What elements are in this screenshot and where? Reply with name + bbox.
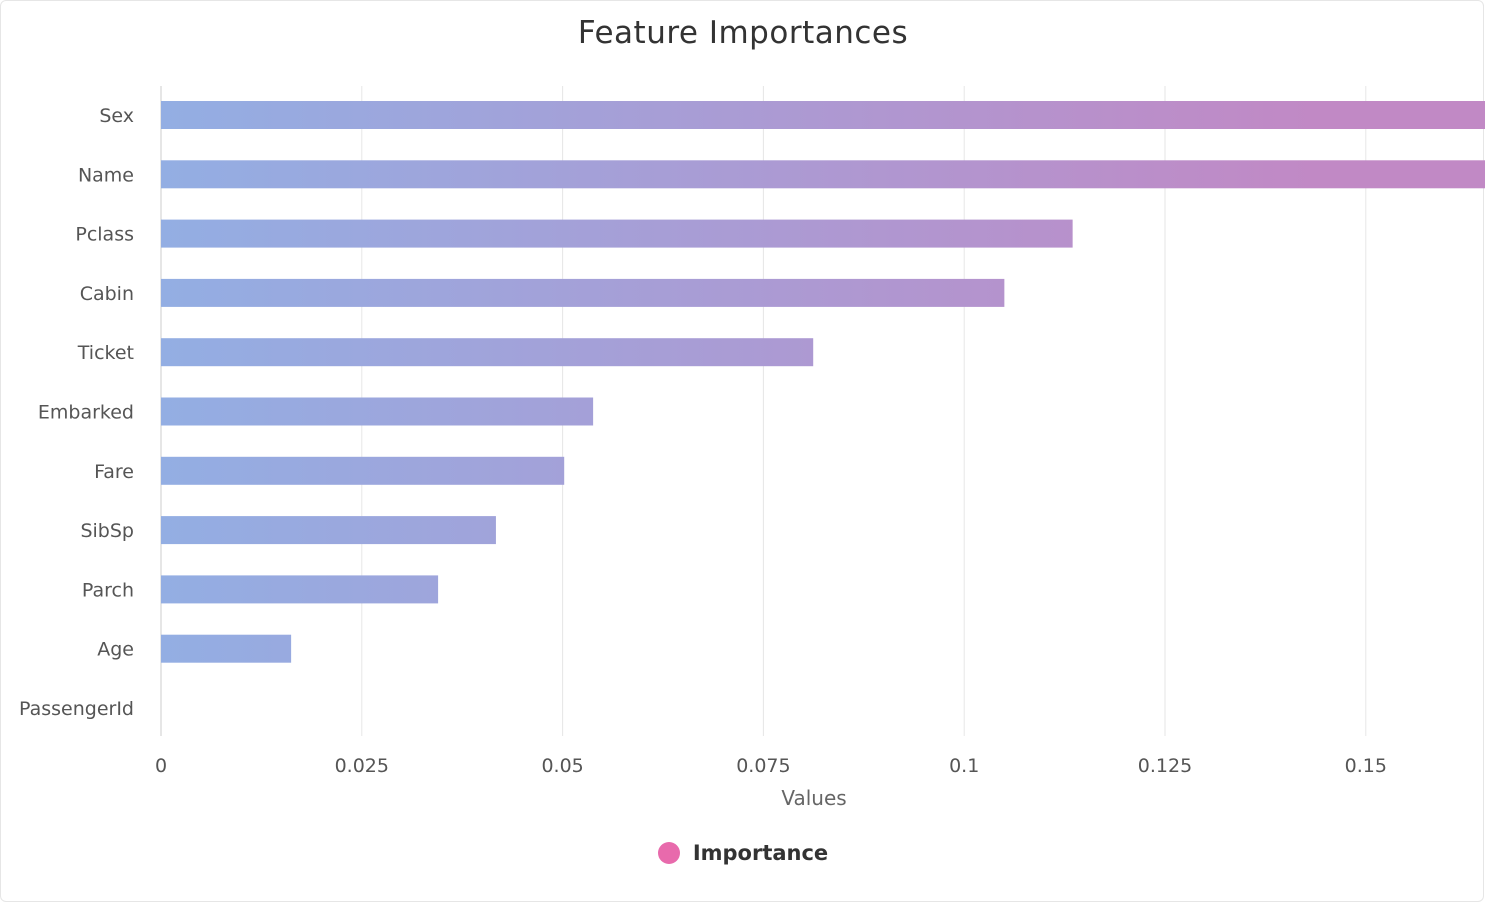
x-axis-title: Values — [781, 786, 846, 810]
bar-fare[interactable] — [161, 456, 565, 485]
category-label: Sex — [99, 105, 134, 127]
category-label: Ticket — [77, 342, 134, 364]
bar-ticket[interactable] — [161, 338, 814, 367]
category-label: Embarked — [38, 402, 134, 424]
x-axis-tick-labels: 00.0250.050.0750.10.1250.150.1750.20.225… — [155, 755, 1387, 777]
bar-sibsp[interactable] — [161, 516, 496, 545]
bar-age[interactable] — [161, 634, 292, 663]
category-label: Name — [78, 164, 134, 186]
category-label: PassengerId — [19, 698, 134, 720]
x-tick-label: 0.075 — [736, 755, 790, 777]
legend-label: Importance — [692, 841, 829, 865]
x-tick-label: 0.1 — [949, 755, 979, 777]
bar-pclass[interactable] — [161, 219, 1073, 248]
category-label: Parch — [82, 579, 134, 601]
bar-embarked[interactable] — [161, 397, 594, 426]
category-label: Pclass — [75, 224, 134, 246]
chart-title: Feature Importances — [577, 15, 909, 51]
legend-item-importance[interactable]: Importance — [657, 841, 829, 865]
legend: Importance — [1, 841, 1485, 865]
bar-parch[interactable] — [161, 575, 439, 604]
bar-name[interactable] — [161, 160, 1485, 189]
category-label: Fare — [94, 461, 134, 483]
category-label: Cabin — [80, 283, 134, 305]
x-tick-label: 0.05 — [541, 755, 583, 777]
x-tick-label: 0 — [155, 755, 167, 777]
x-tick-label: 0.15 — [1345, 755, 1387, 777]
legend-marker-icon — [657, 842, 680, 864]
x-tick-label: 0.025 — [335, 755, 389, 777]
x-tick-label: 0.125 — [1138, 755, 1192, 777]
bars — [161, 101, 1485, 663]
category-labels: Sex Name Pclass Cabin Ticket Embarked Fare SibS… — [19, 105, 134, 720]
bar-cabin[interactable] — [161, 278, 1005, 307]
category-label: Age — [97, 639, 134, 661]
category-label: SibSp — [80, 520, 134, 542]
bar-sex[interactable] — [161, 101, 1485, 129]
